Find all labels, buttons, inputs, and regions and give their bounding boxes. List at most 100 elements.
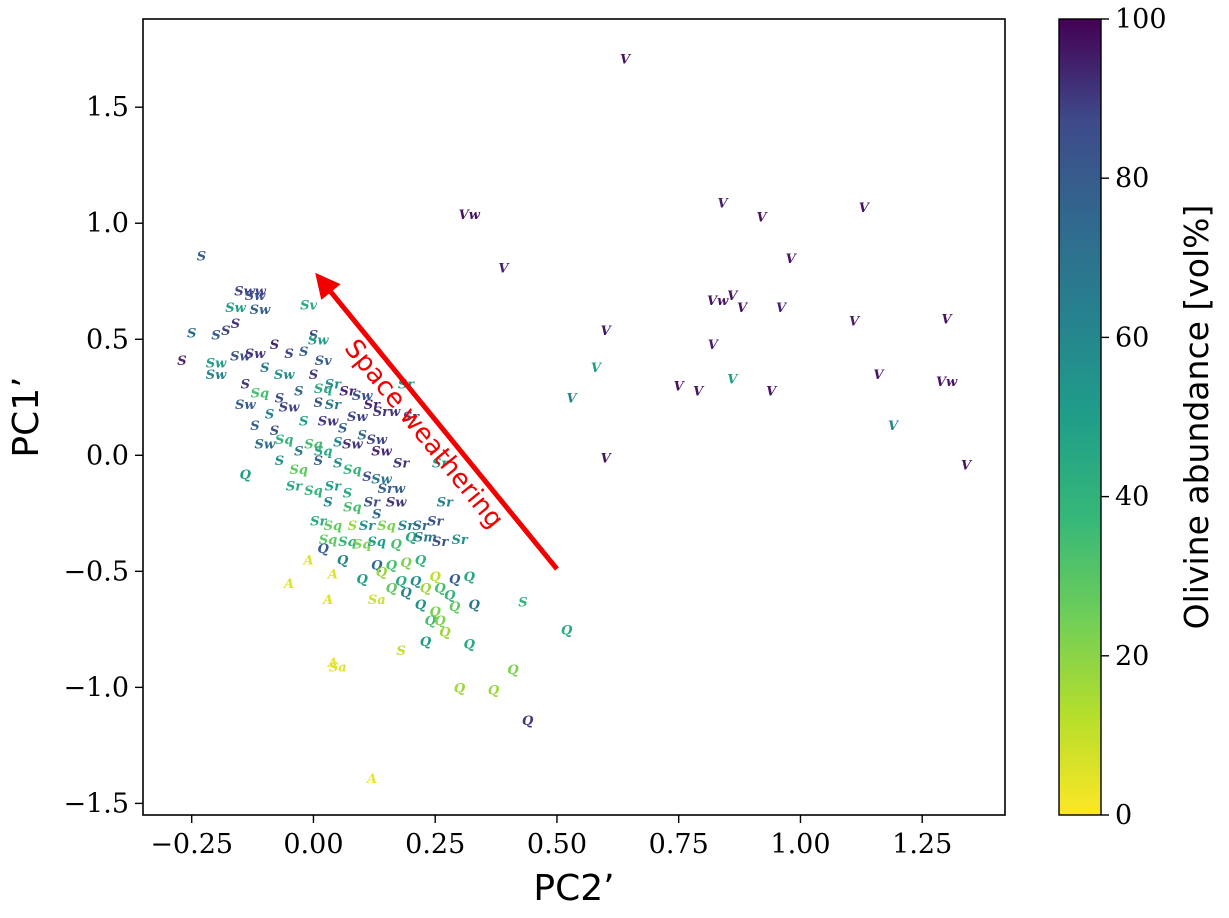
- data-point: Sr: [310, 514, 327, 529]
- data-point: S: [348, 519, 357, 534]
- x-tick-label: 1.25: [892, 829, 952, 860]
- data-point: V: [727, 373, 739, 388]
- plot-frame: [142, 18, 1006, 816]
- data-point: Q: [507, 663, 519, 678]
- y-tick-label: −1.0: [63, 672, 129, 703]
- x-axis-title: PC2’: [533, 868, 614, 909]
- y-tick-label: 1.5: [86, 92, 129, 123]
- data-point: S: [265, 408, 274, 423]
- data-point: Q: [400, 586, 412, 601]
- data-point: Q: [464, 570, 476, 585]
- data-point: Q: [449, 572, 461, 587]
- data-point: Sr: [359, 519, 376, 534]
- space-weathering-arrow: [315, 272, 559, 571]
- data-point: S: [270, 338, 279, 353]
- data-point: V: [693, 384, 705, 399]
- y-axis-title: PC1’: [6, 376, 47, 457]
- colorbar-tick-label: 80: [1115, 163, 1149, 194]
- x-tick-label: 0.50: [527, 829, 587, 860]
- data-point: Sq: [304, 438, 322, 453]
- data-point: Sw: [206, 357, 227, 372]
- data-point: Vw: [707, 294, 729, 309]
- data-point: S: [396, 644, 405, 659]
- data-point: V: [888, 419, 900, 434]
- data-point: Sw: [279, 401, 300, 416]
- data-point: Sw: [308, 333, 329, 348]
- data-point: Q: [449, 600, 461, 615]
- data-point: Sq: [275, 433, 293, 448]
- data-point: Sr: [325, 480, 342, 495]
- data-point: Q: [439, 626, 451, 641]
- data-point: S: [177, 354, 186, 369]
- data-point: Vw: [936, 375, 958, 390]
- data-point: S: [309, 329, 318, 344]
- data-point: V: [674, 380, 686, 395]
- data-point: V: [591, 361, 603, 376]
- colorbar-tick-label: 60: [1115, 322, 1149, 353]
- data-point: Q: [318, 542, 330, 557]
- data-point: S: [338, 421, 347, 436]
- data-point: Q: [420, 582, 432, 597]
- y-axis-ticks: −1.5 −1.0 −0.5 0.0 0.5 1.0 1.5: [63, 92, 143, 819]
- data-point: V: [942, 312, 954, 327]
- data-point: Sq: [343, 500, 361, 515]
- colorbar-tick-label: 20: [1115, 641, 1149, 672]
- data-point: Srw: [373, 405, 401, 420]
- x-tick-label: 0.00: [283, 829, 343, 860]
- data-point: V: [727, 289, 739, 304]
- data-point: Sv: [315, 354, 332, 369]
- data-point: S: [309, 368, 318, 383]
- data-point: S: [323, 496, 332, 511]
- y-tick-label: −0.5: [63, 556, 129, 587]
- data-point: S: [518, 596, 527, 611]
- data-point: A: [326, 568, 338, 583]
- data-point: Sa: [368, 593, 386, 608]
- data-point: S: [333, 435, 342, 450]
- data-point: V: [737, 301, 749, 316]
- data-point: Q: [561, 623, 573, 638]
- colorbar-title: Olivine abundance [vol%]: [1177, 205, 1216, 630]
- data-point: Sw: [352, 389, 373, 404]
- data-point: S: [299, 415, 308, 430]
- data-point: S: [270, 424, 279, 439]
- data-point: S: [260, 361, 269, 376]
- data-point: Q: [371, 558, 383, 573]
- data-point: Sr: [398, 519, 415, 534]
- data-point: Q: [454, 681, 466, 696]
- data-point: V: [766, 384, 778, 399]
- data-point: V: [961, 459, 973, 474]
- data-point: Q: [430, 605, 442, 620]
- data-point: Sr: [364, 398, 381, 413]
- data-point: S: [314, 454, 323, 469]
- data-point: Sq: [304, 484, 322, 499]
- data-point: A: [326, 656, 338, 671]
- data-point: Sr: [325, 377, 342, 392]
- data-point: Q: [415, 554, 427, 569]
- data-point: Sw: [371, 445, 392, 460]
- data-point: Sw: [386, 496, 407, 511]
- data-point: Sw: [250, 303, 271, 318]
- data-point: Sr: [403, 410, 420, 425]
- data-point: Sq: [324, 519, 342, 534]
- data-point: S: [294, 384, 303, 399]
- data-point: Sq: [353, 538, 371, 553]
- data-point: Sq: [338, 535, 356, 550]
- data-point: V: [756, 210, 768, 225]
- data-point: Sm: [414, 531, 437, 546]
- data-point: Sq: [290, 463, 308, 478]
- data-point: Sr: [364, 496, 381, 511]
- data-point: S: [372, 507, 381, 522]
- y-tick-label: 0.5: [86, 324, 129, 355]
- data-point: Q: [395, 575, 407, 590]
- data-point: Q: [240, 468, 252, 483]
- data-point: S: [284, 347, 293, 362]
- colorbar-gradient: [1058, 18, 1102, 816]
- data-point: S: [362, 470, 371, 485]
- x-tick-label: 0.25: [405, 829, 465, 860]
- data-point: V: [786, 252, 798, 267]
- data-point: Sw: [206, 368, 227, 383]
- data-point: Sr: [432, 456, 449, 471]
- data-point: Sq: [319, 533, 337, 548]
